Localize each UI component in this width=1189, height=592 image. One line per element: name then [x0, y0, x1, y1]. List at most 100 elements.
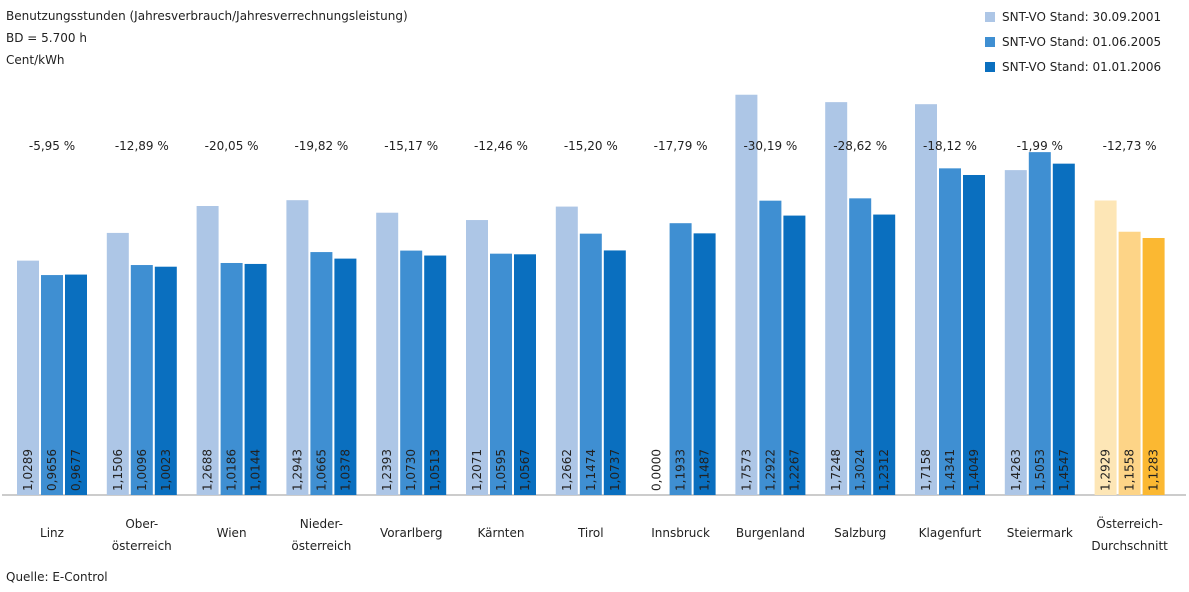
bar	[825, 102, 848, 495]
value-label: 1,4341	[943, 449, 957, 491]
change-label: -15,20 %	[564, 139, 618, 153]
bar	[286, 200, 309, 495]
bar	[873, 214, 896, 495]
bar	[1118, 231, 1141, 496]
change-label: -17,79 %	[654, 139, 708, 153]
bar	[1028, 152, 1051, 496]
bar	[65, 274, 87, 495]
value-label: 1,5053	[1033, 449, 1047, 491]
x-tick-label: Klagenfurt	[919, 526, 982, 540]
bar	[579, 233, 602, 496]
value-label: 1,2929	[1099, 449, 1113, 491]
bar	[17, 260, 39, 495]
value-label: 1,1487	[698, 449, 712, 491]
value-label: 1,1474	[584, 449, 598, 491]
value-label: 1,2922	[763, 449, 777, 491]
value-label: 0,9677	[69, 449, 83, 491]
bar	[1094, 200, 1117, 495]
bar	[130, 265, 153, 495]
value-label: 1,4049	[967, 449, 981, 491]
x-tick-label: Wien	[217, 526, 247, 540]
value-label: 1,2393	[380, 449, 394, 491]
x-tick-label: Nieder-österreich	[291, 517, 351, 553]
bar	[334, 258, 357, 495]
value-label: 0,0000	[650, 449, 664, 491]
legend-label: SNT-VO Stand: 01.06.2005	[1002, 35, 1161, 49]
value-label: 1,0665	[314, 449, 328, 491]
bar	[735, 94, 758, 496]
bar	[693, 233, 716, 495]
legend-label: SNT-VO Stand: 01.01.2006	[1002, 60, 1161, 74]
bar	[424, 255, 447, 495]
value-label: 1,7248	[829, 449, 843, 491]
change-label: -28,62 %	[833, 139, 887, 153]
change-label: -15,17 %	[384, 139, 438, 153]
bar	[939, 168, 961, 496]
change-label: -5,95 %	[29, 139, 75, 153]
value-label: 1,0186	[225, 449, 239, 491]
value-label: 1,4547	[1057, 449, 1071, 491]
value-label: 1,0096	[135, 449, 149, 491]
value-label: 1,0023	[159, 449, 173, 491]
value-label: 1,0567	[518, 449, 532, 491]
change-label: -19,82 %	[294, 139, 348, 153]
legend-swatch	[985, 62, 995, 72]
value-label: 1,4263	[1009, 449, 1023, 491]
legend-label: SNT-VO Stand: 30.09.2001	[1002, 10, 1161, 24]
bar	[963, 174, 985, 495]
bar	[514, 254, 536, 495]
value-label: 1,2943	[290, 449, 304, 491]
bar	[849, 198, 872, 495]
title-line: Cent/kWh	[6, 53, 65, 67]
bar	[1004, 170, 1027, 496]
bar	[466, 220, 488, 495]
change-label: -1,99 %	[1017, 139, 1063, 153]
source: Quelle: E-Control	[6, 570, 108, 584]
legend-swatch	[985, 12, 995, 22]
title-line: BD = 5.700 h	[6, 31, 87, 45]
bar	[244, 263, 267, 495]
bar	[220, 262, 243, 495]
x-tick-label: Steiermark	[1007, 526, 1073, 540]
value-label: 1,2071	[470, 449, 484, 491]
value-label: 1,3024	[853, 449, 867, 491]
bar	[669, 223, 692, 495]
value-label: 1,1283	[1147, 449, 1161, 491]
bar	[1142, 237, 1165, 495]
bar	[154, 266, 177, 495]
x-tick-label: Ober-österreich	[112, 517, 172, 553]
bar	[759, 200, 782, 495]
x-tick-label: Tirol	[577, 526, 604, 540]
change-label: -12,73 %	[1103, 139, 1157, 153]
x-tick-label: Salzburg	[834, 526, 886, 540]
value-label: 1,2267	[787, 449, 801, 491]
value-label: 1,2688	[201, 449, 215, 491]
x-tick-label: Linz	[40, 526, 64, 540]
bar	[196, 205, 219, 496]
bar	[555, 206, 578, 496]
value-label: 1,7158	[919, 449, 933, 491]
change-label: -12,46 %	[474, 139, 528, 153]
value-label: 1,0144	[249, 449, 263, 491]
legend-swatch	[985, 37, 995, 47]
bar	[490, 253, 512, 495]
bar	[310, 252, 333, 495]
value-label: 1,1558	[1123, 449, 1137, 491]
change-label: -20,05 %	[205, 139, 259, 153]
value-label: 0,9656	[45, 449, 59, 491]
title-line: Benutzungsstunden (Jahresverbrauch/Jahre…	[6, 9, 408, 23]
value-label: 1,0289	[21, 449, 35, 491]
change-label: -18,12 %	[923, 139, 977, 153]
x-tick-label: Innsbruck	[651, 526, 710, 540]
change-label: -30,19 %	[743, 139, 797, 153]
bar	[783, 215, 806, 495]
x-tick-label: Österreich-Durchschnitt	[1091, 515, 1168, 553]
bar	[106, 232, 129, 495]
value-label: 1,1933	[674, 449, 688, 491]
value-label: 1,2312	[877, 449, 891, 491]
value-label: 1,0513	[428, 449, 442, 491]
bar	[603, 250, 626, 495]
bar	[41, 275, 63, 495]
bar	[376, 212, 399, 495]
